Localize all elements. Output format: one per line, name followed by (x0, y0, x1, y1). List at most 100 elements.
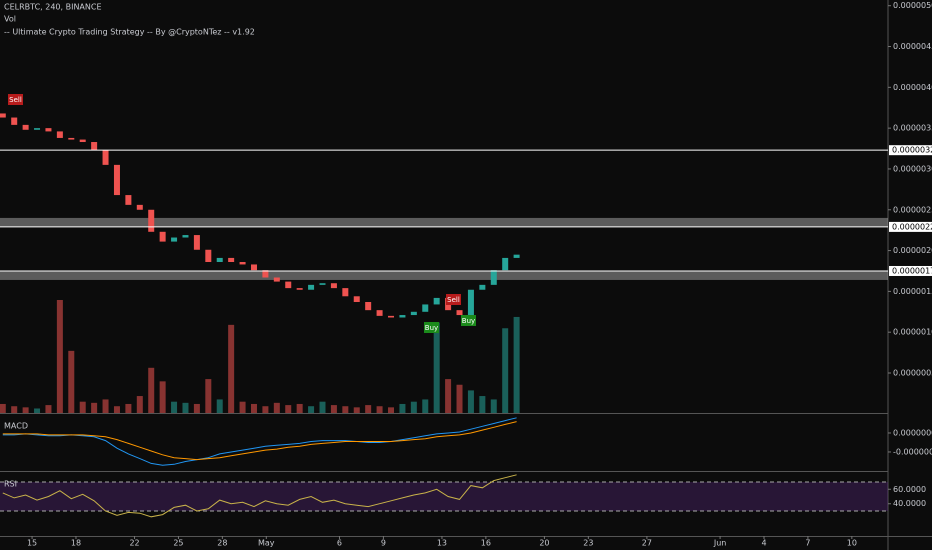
x-tick-label: 6 (337, 539, 342, 548)
indicator-line (2, 417, 517, 466)
candle (171, 237, 178, 242)
x-tick-label: 9 (381, 539, 386, 548)
signal: Buy (461, 315, 476, 326)
volume-bar (445, 379, 452, 413)
x-tick-label: 10 (847, 539, 857, 548)
volume-bar (308, 406, 315, 413)
volume-bar (56, 300, 63, 413)
candle (102, 150, 109, 165)
candle (502, 257, 509, 271)
candle (388, 315, 395, 318)
volume-bar (433, 322, 440, 413)
level-label: 0.00000323 (892, 146, 932, 155)
candle (330, 283, 337, 289)
candle (11, 117, 18, 125)
x-tick-label: 22 (129, 539, 139, 548)
signal-label: Sell (447, 296, 460, 304)
candle (479, 284, 486, 290)
signal: Buy (424, 322, 439, 333)
volume-bar (410, 401, 417, 413)
y-tick-label: 0.00000000 (893, 428, 932, 437)
x-tick-label: 7 (805, 539, 810, 548)
x-tick-label: 20 (539, 539, 549, 548)
y-tick-label: 0.00000100 (893, 328, 932, 337)
volume-bar (399, 403, 406, 413)
indicator-line (2, 421, 517, 461)
y-tick-label: 0.00000250 (893, 205, 932, 214)
candle (182, 235, 189, 238)
level-label-box (889, 265, 932, 276)
signal: Sell (446, 294, 461, 305)
candle (308, 284, 315, 290)
volume-bar (79, 401, 86, 413)
volume-bar (262, 406, 269, 413)
volume-bar (513, 316, 520, 413)
volume-bar (228, 324, 235, 413)
candle (376, 310, 383, 316)
x-tick-label: 28 (217, 539, 227, 548)
volume-bar (285, 405, 292, 413)
volume-bar (91, 402, 98, 413)
level-label: 0.00000229 (892, 222, 932, 231)
candle (467, 289, 474, 316)
signal-label: Sell (9, 96, 22, 104)
x-tick-label: 23 (583, 539, 593, 548)
y-tick-label: 0.00000200 (893, 246, 932, 255)
y-tick-label: 0.00000450 (893, 42, 932, 51)
y-tick-label: 0.00000500 (893, 1, 932, 10)
y-tick-label: 0.00000050 (893, 369, 932, 378)
candle (193, 235, 200, 250)
candle (56, 131, 63, 138)
candle (262, 270, 269, 278)
level-label-box (889, 221, 932, 232)
volume-bar (22, 407, 29, 413)
volume-bar (125, 403, 132, 413)
volume-bar (205, 379, 212, 413)
candle (410, 311, 417, 316)
candle (113, 164, 120, 196)
candle (365, 301, 372, 311)
candle (148, 209, 155, 232)
volume-bar (0, 403, 6, 413)
volume-bar (422, 399, 429, 413)
candle (216, 257, 223, 263)
x-tick-label: 25 (173, 539, 183, 548)
y-tick-label: 0.00000150 (893, 287, 932, 296)
volume-bar (136, 396, 143, 413)
volume-bar (388, 407, 395, 413)
rsi-band (0, 482, 888, 511)
candle (136, 204, 143, 210)
macd-title: MACD (4, 422, 28, 431)
signal-label: Buy (462, 317, 475, 325)
signal-label: Buy (425, 324, 438, 332)
candle (273, 277, 280, 282)
x-tick-label: 18 (71, 539, 81, 548)
candle (228, 257, 235, 263)
y-tick-label: 60.0000 (893, 485, 926, 494)
volume-bar (11, 406, 18, 413)
candle (285, 281, 292, 289)
volume-bar (376, 406, 383, 413)
candle (513, 254, 520, 258)
rsi-title: RSI (4, 480, 17, 489)
candle (342, 288, 349, 297)
x-tick-label: Jun (713, 539, 727, 548)
y-tick-label: 0.00000300 (893, 164, 932, 173)
candle (239, 262, 246, 265)
volume-bar (319, 401, 326, 413)
indicator-line (2, 474, 517, 518)
volume-bar (250, 403, 257, 413)
candle (0, 113, 6, 118)
zone (0, 270, 888, 280)
volume-bar (159, 381, 166, 413)
x-tick-label: 16 (481, 539, 491, 548)
volume-bar (182, 402, 189, 413)
volume-bar (342, 406, 349, 413)
volume-bar (148, 367, 155, 413)
zone (0, 217, 888, 227)
level-label: 0.00000175 (892, 266, 932, 275)
y-tick-label: 40.0000 (893, 499, 926, 508)
candle (205, 249, 212, 263)
